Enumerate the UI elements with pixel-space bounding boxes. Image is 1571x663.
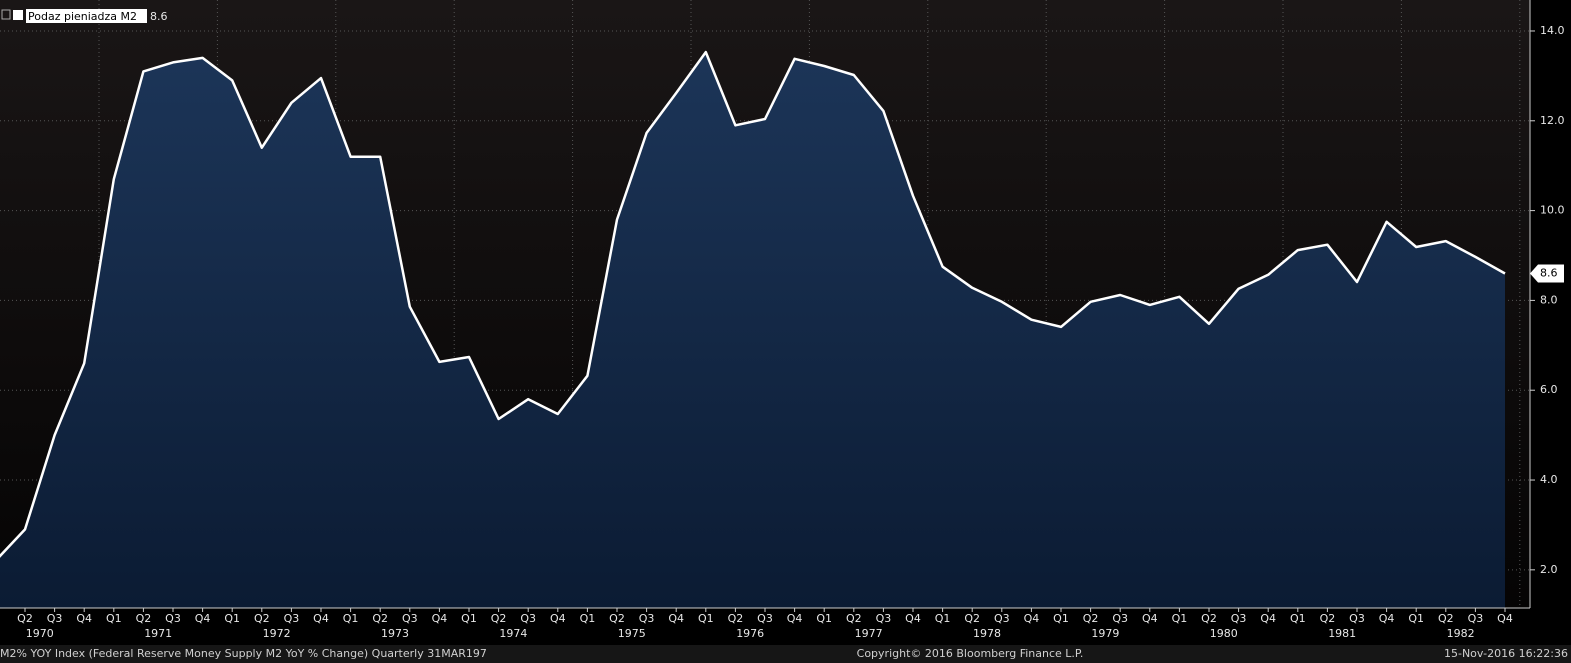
x-tick-label: Q2 (254, 612, 270, 625)
x-tick-label: Q3 (639, 612, 655, 625)
x-tick-label: Q2 (846, 612, 862, 625)
footer-left: M2% YOY Index (Federal Reserve Money Sup… (0, 647, 487, 660)
x-tick-label: Q4 (668, 612, 684, 625)
x-tick-label: Q1 (816, 612, 832, 625)
year-label: 1982 (1447, 627, 1475, 640)
x-tick-label: Q4 (1142, 612, 1158, 625)
x-tick-label: Q2 (1201, 612, 1217, 625)
x-tick-label: Q2 (1083, 612, 1099, 625)
x-tick-label: Q4 (787, 612, 803, 625)
y-tick-label: 4.0 (1540, 473, 1558, 486)
x-tick-label: Q1 (698, 612, 714, 625)
x-tick-label: Q3 (284, 612, 300, 625)
x-tick-label: Q1 (461, 612, 477, 625)
x-tick-label: Q2 (1320, 612, 1336, 625)
x-tick-label: Q2 (136, 612, 152, 625)
year-label: 1971 (144, 627, 172, 640)
y-tick-label: 2.0 (1540, 563, 1558, 576)
x-tick-label: Q4 (1379, 612, 1395, 625)
x-tick-label: Q4 (1024, 612, 1040, 625)
x-tick-label: Q3 (520, 612, 536, 625)
legend-box (1, 9, 11, 20)
year-label: 1978 (973, 627, 1001, 640)
x-tick-label: Q3 (757, 612, 773, 625)
x-tick-label: Q4 (76, 612, 92, 625)
year-label: 1974 (499, 627, 527, 640)
x-tick-label: Q2 (609, 612, 625, 625)
y-tick-label: 14.0 (1540, 24, 1565, 37)
year-label: 1980 (1210, 627, 1238, 640)
x-tick-label: Q3 (876, 612, 892, 625)
x-tick-label: Q4 (1497, 612, 1513, 625)
x-tick-label: Q3 (1468, 612, 1484, 625)
footer-bar (0, 645, 1571, 663)
footer-right: 15-Nov-2016 16:22:36 (1444, 647, 1568, 660)
x-tick-label: Q1 (1408, 612, 1424, 625)
x-tick-label: Q4 (432, 612, 448, 625)
y-tick-label: 10.0 (1540, 204, 1565, 217)
x-tick-label: Q1 (106, 612, 122, 625)
year-label: 1981 (1328, 627, 1356, 640)
x-tick-label: Q2 (964, 612, 980, 625)
x-tick-label: Q4 (195, 612, 211, 625)
x-tick-label: Q2 (17, 612, 33, 625)
x-tick-label: Q3 (47, 612, 63, 625)
x-tick-label: Q3 (1349, 612, 1365, 625)
y-tick-label: 8.0 (1540, 293, 1558, 306)
x-tick-label: Q2 (372, 612, 388, 625)
x-tick-label: Q2 (491, 612, 507, 625)
year-label: 1975 (618, 627, 646, 640)
last-value-tag (1530, 264, 1564, 283)
x-tick-label: Q4 (1260, 612, 1276, 625)
legend-bg (26, 9, 147, 23)
legend-value: 8.6 (150, 10, 168, 23)
x-tick-label: Q3 (402, 612, 418, 625)
x-tick-label: Q2 (728, 612, 744, 625)
year-label: 1972 (263, 627, 291, 640)
x-tick-label: Q2 (1438, 612, 1454, 625)
legend-swatch (13, 10, 23, 20)
last-value-label: 8.6 (1540, 266, 1558, 279)
x-tick-label: Q3 (1231, 612, 1247, 625)
year-label: 1977 (855, 627, 883, 640)
x-tick-label: Q4 (905, 612, 921, 625)
footer-center: Copyright© 2016 Bloomberg Finance L.P. (857, 647, 1084, 660)
y-tick-label: 12.0 (1540, 114, 1565, 127)
x-tick-label: Q1 (343, 612, 359, 625)
year-label: 1979 (1091, 627, 1119, 640)
x-tick-label: Q1 (224, 612, 240, 625)
y-tick-label: 6.0 (1540, 383, 1558, 396)
x-tick-label: Q3 (1112, 612, 1128, 625)
year-label: 1973 (381, 627, 409, 640)
x-tick-label: Q1 (935, 612, 951, 625)
x-tick-label: Q1 (1290, 612, 1306, 625)
x-tick-label: Q1 (1053, 612, 1069, 625)
line (0, 50, 1506, 558)
legend-label: Podaz pieniadza M2 (28, 10, 137, 23)
x-tick-label: Q3 (165, 612, 181, 625)
area (0, 52, 1505, 608)
x-tick-label: Q1 (580, 612, 596, 625)
year-label: 1970 (26, 627, 54, 640)
x-tick-label: Q4 (550, 612, 566, 625)
x-tick-label: Q4 (313, 612, 329, 625)
x-tick-label: Q3 (994, 612, 1010, 625)
year-label: 1976 (736, 627, 764, 640)
x-tick-label: Q1 (1172, 612, 1188, 625)
